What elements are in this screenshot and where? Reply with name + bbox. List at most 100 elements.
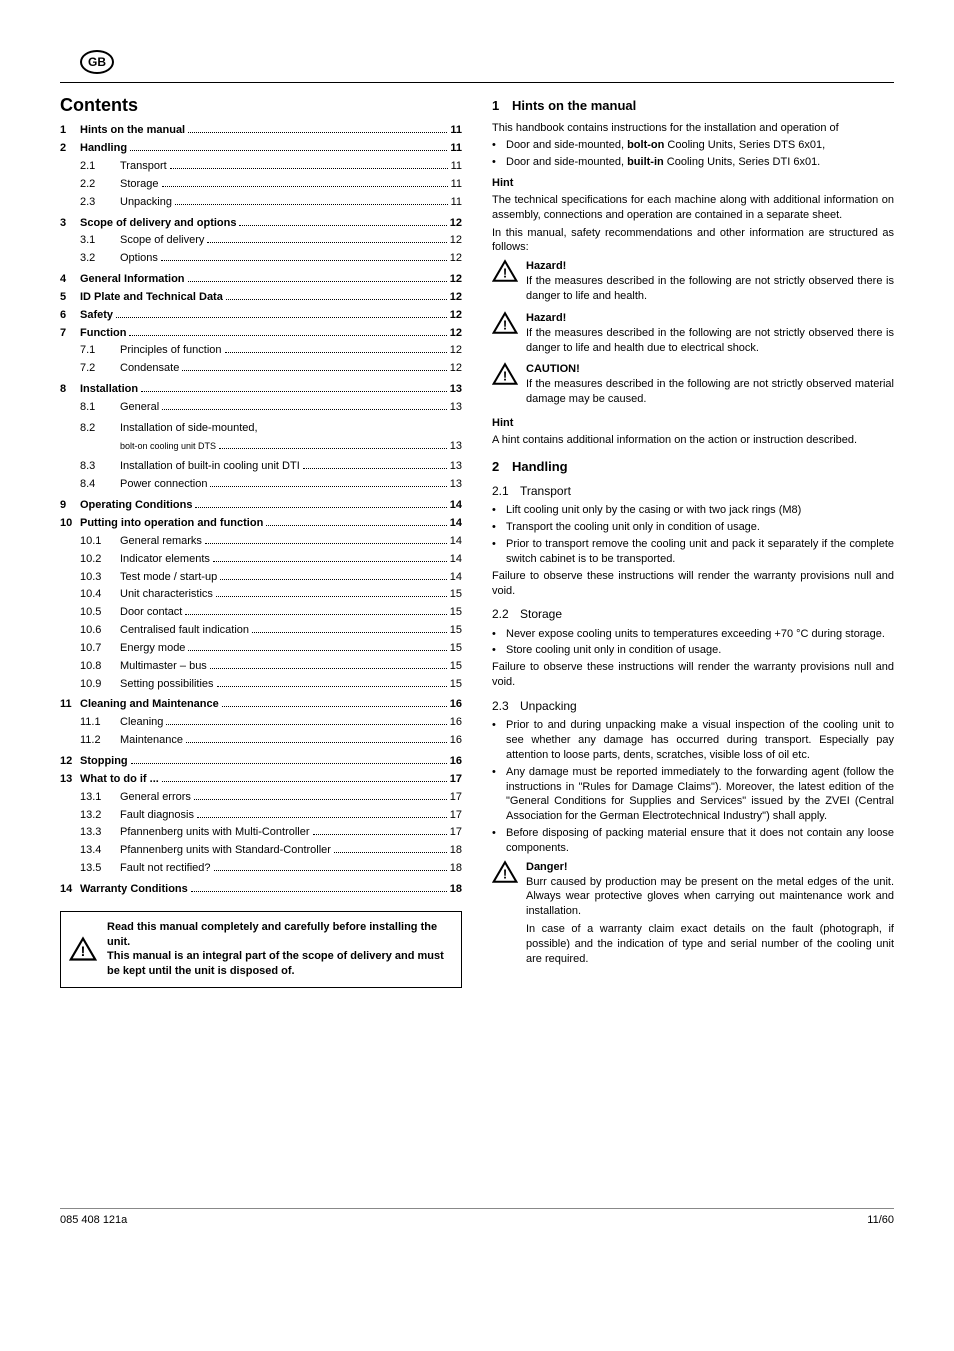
- hazard-blocks: ! Hazard! If the measures described in the…: [492, 259, 894, 410]
- toc-dots: [191, 891, 447, 892]
- toc-dots: [116, 317, 447, 318]
- toc-row: 7Function12: [60, 326, 462, 341]
- toc-label: Door contact: [120, 605, 182, 620]
- page-footer: 085 408 121a 11/60: [60, 1208, 894, 1228]
- hazard-body: If the measures described in the followi…: [526, 274, 894, 304]
- toc-label: Installation of built-in cooling unit DT…: [120, 459, 300, 474]
- toc-label: Handling: [80, 141, 127, 156]
- section-2-2-heading: 2.2Storage: [492, 606, 894, 622]
- section-1-heading: 1Hints on the manual: [492, 97, 894, 115]
- list-item: Any damage must be reported immediately …: [492, 765, 894, 824]
- toc-row: 8.3Installation of built-in cooling unit…: [60, 459, 462, 474]
- toc-row: 13.5Fault not rectified?18: [60, 861, 462, 876]
- hint-1-p2: In this manual, safety recommendations a…: [492, 226, 894, 256]
- toc-label: Storage: [120, 177, 159, 192]
- toc-number: 10.5: [80, 605, 120, 620]
- toc-row: bolt-on cooling unit DTS13: [60, 439, 462, 454]
- toc-label: General remarks: [120, 534, 202, 549]
- toc-page: 15: [450, 587, 462, 602]
- hazard-block: !Hazard!If the measures described in the…: [492, 311, 894, 359]
- toc-page: 12: [450, 233, 462, 248]
- hazard-title: Hazard!: [526, 311, 894, 326]
- warning-icon: !: [492, 259, 518, 307]
- hazard-block: !Hazard!If the measures described in the…: [492, 259, 894, 307]
- toc-number: 7.1: [80, 343, 120, 358]
- toc-label: Pfannenberg units with Multi-Controller: [120, 825, 310, 840]
- section-2-2-footer: Failure to observe these instructions wi…: [492, 660, 894, 690]
- toc-row: 5ID Plate and Technical Data12: [60, 290, 462, 305]
- toc-page: 18: [450, 861, 462, 876]
- toc-label: Fault not rectified?: [120, 861, 211, 876]
- toc-row: 2.2Storage11: [60, 177, 462, 192]
- toc-label: Putting into operation and function: [80, 516, 263, 531]
- list-item: Store cooling unit only in condition of …: [492, 643, 894, 658]
- toc-label: Setting possibilities: [120, 677, 214, 692]
- toc-page: 12: [450, 326, 462, 341]
- toc-label: Hints on the manual: [80, 123, 185, 138]
- toc-dots: [188, 281, 447, 282]
- svg-text:!: !: [503, 866, 507, 881]
- toc-row: 10.9Setting possibilities15: [60, 677, 462, 692]
- toc-dots: [186, 742, 447, 743]
- toc-dots: [210, 486, 446, 487]
- toc-number: 3: [60, 216, 80, 231]
- toc-dots: [129, 335, 446, 336]
- toc-dots: [170, 168, 448, 169]
- toc-page: 12: [450, 308, 462, 323]
- toc-row: 10.8Multimaster – bus15: [60, 659, 462, 674]
- toc-dots: [216, 596, 447, 597]
- hint-2-body: A hint contains additional information o…: [492, 433, 894, 448]
- footer-doc-id: 085 408 121a: [60, 1213, 127, 1228]
- toc-number: 8.4: [80, 477, 120, 492]
- toc-row: 4General Information12: [60, 272, 462, 287]
- toc-number: 12: [60, 754, 80, 769]
- toc-dots: [214, 870, 447, 871]
- hint-label-1: Hint: [492, 176, 894, 191]
- toc-row: 7.2Condensate12: [60, 361, 462, 376]
- toc-page: 11: [450, 123, 462, 138]
- toc-dots: [185, 614, 446, 615]
- toc-label: Condensate: [120, 361, 179, 376]
- toc-number: 5: [60, 290, 80, 305]
- toc-row: 7.1Principles of function12: [60, 343, 462, 358]
- warning-icon: !: [492, 362, 518, 410]
- toc-page: 15: [450, 659, 462, 674]
- toc-label: Installation: [80, 382, 138, 397]
- toc-page: 15: [450, 677, 462, 692]
- section-2-3-heading: 2.3Unpacking: [492, 698, 894, 714]
- toc-page: 14: [450, 534, 462, 549]
- toc-label: bolt-on cooling unit DTS: [120, 440, 216, 452]
- toc-number: 2.3: [80, 195, 120, 210]
- list-item: Never expose cooling units to temperatur…: [492, 627, 894, 642]
- toc-dots: [162, 186, 448, 187]
- toc-row: 10Putting into operation and function14: [60, 516, 462, 531]
- right-column: 1Hints on the manual This handbook conta…: [492, 93, 894, 988]
- toc-dots: [188, 650, 446, 651]
- toc-row: 13What to do if ...17: [60, 772, 462, 787]
- toc-label: Principles of function: [120, 343, 222, 358]
- toc-dots: [194, 799, 447, 800]
- toc-page: 15: [450, 605, 462, 620]
- toc-page: 18: [450, 843, 462, 858]
- toc-label: ID Plate and Technical Data: [80, 290, 223, 305]
- toc-page: 17: [450, 772, 462, 787]
- toc-number: 13: [60, 772, 80, 787]
- toc-number: 2.2: [80, 177, 120, 192]
- toc-dots: [162, 409, 447, 410]
- toc-page: 13: [450, 382, 462, 397]
- toc-label: Options: [120, 251, 158, 266]
- danger-title: Danger!: [526, 860, 894, 875]
- toc-row: 10.4Unit characteristics15: [60, 587, 462, 602]
- danger-body-2: In case of a warranty claim exact detail…: [526, 922, 894, 967]
- toc-dots: [166, 724, 446, 725]
- toc-page: 13: [450, 400, 462, 415]
- read-manual-notice: ! Read this manual completely and carefu…: [60, 911, 462, 988]
- hint-1-p1: The technical specifications for each ma…: [492, 193, 894, 223]
- list-item: Transport the cooling unit only in condi…: [492, 520, 894, 535]
- toc-label: General Information: [80, 272, 185, 287]
- toc-page: 18: [450, 882, 462, 897]
- toc-dots: [188, 132, 447, 133]
- toc-label: Energy mode: [120, 641, 185, 656]
- toc-row: 11.1Cleaning16: [60, 715, 462, 730]
- toc-row: 3.1Scope of delivery12: [60, 233, 462, 248]
